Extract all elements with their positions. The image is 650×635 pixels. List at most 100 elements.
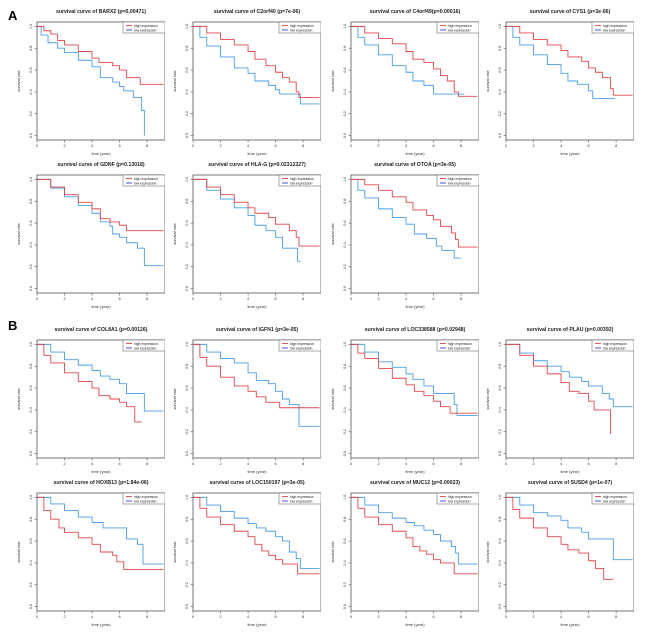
- y-tick-label: 0.0: [29, 451, 33, 456]
- x-tick-label: 2: [377, 615, 379, 619]
- x-tick-label: 8: [460, 615, 462, 619]
- legend-box: [278, 21, 321, 34]
- legend-high-label: high expression: [134, 177, 158, 181]
- x-tick-label: 6: [588, 462, 590, 466]
- x-tick-label: 8: [302, 144, 304, 148]
- x-axis-label: time (year): [247, 304, 267, 309]
- legend-high-label: high expression: [603, 342, 627, 346]
- y-tick-label: 0.0: [29, 286, 33, 291]
- chart-title: survival curve of C4orf49(p=0.00016): [370, 9, 461, 15]
- legend-high-label: high expression: [448, 342, 472, 346]
- y-tick-label: 0.8: [29, 46, 33, 51]
- x-tick-label: 8: [615, 615, 617, 619]
- plot-frame: [192, 339, 321, 459]
- y-tick-label: 1.0: [29, 177, 33, 182]
- y-tick-label: 0.6: [29, 538, 33, 543]
- y-tick-label: 0.8: [185, 199, 189, 204]
- x-tick-label: 6: [119, 297, 121, 301]
- x-tick-label: 0: [350, 144, 352, 148]
- x-tick-label: 2: [532, 615, 534, 619]
- survival-panel: survival curve of MUC12 (p=0.00023) 0.0 0.…: [321, 473, 479, 630]
- chart-title: survival curve of HOXB13 (p=1.84e-06): [53, 480, 148, 486]
- x-tick-label: 0: [350, 297, 352, 301]
- y-tick-label: 0.6: [498, 385, 502, 390]
- figure-label-a: A: [8, 8, 18, 23]
- y-tick-label: 0.4: [29, 407, 33, 412]
- survival-panel: survival curve of PLAU (p=0.00392) 0.0 0.2…: [476, 320, 634, 477]
- high-expression-curve: [506, 496, 614, 580]
- legend-box: [436, 21, 479, 34]
- x-tick-label: 2: [532, 462, 534, 466]
- survival-chart: survival curve of OTOA (p=3e-05) 0.0 0.2 0.…: [330, 162, 479, 309]
- x-axis-label: time (year): [91, 151, 111, 156]
- survival-chart: survival curve of LOC338588 (p=0.02948) 0…: [330, 327, 479, 474]
- chart-title: survival curve of IGFN1 (p=3e-05): [216, 327, 299, 333]
- legend-box: [436, 492, 479, 505]
- survival-chart: survival curve of GDNF (p=0.13018) 0.0 0.2…: [16, 162, 165, 309]
- y-tick-label: 0.8: [29, 517, 33, 522]
- y-tick-label: 1.0: [498, 342, 502, 347]
- x-tick-label: 8: [460, 144, 462, 148]
- low-expression-curve: [506, 496, 633, 561]
- x-axis-label: time (year): [91, 304, 111, 309]
- x-tick-label: 6: [433, 144, 435, 148]
- x-tick-label: 0: [36, 297, 38, 301]
- y-tick-label: 0.2: [185, 264, 189, 269]
- y-axis-label: survival rate: [16, 69, 21, 91]
- plot-frame: [192, 21, 321, 141]
- high-expression-curve: [506, 25, 633, 96]
- x-tick-label: 4: [560, 615, 562, 619]
- y-axis-label: survival rate: [330, 69, 335, 91]
- x-tick-label: 0: [350, 615, 352, 619]
- legend-high-label: high expression: [290, 342, 314, 346]
- survival-panel: survival curve of CYS1 (p=3e-06) 0.0 0.2 0.…: [476, 2, 634, 159]
- survival-chart: survival curve of HLA-G (p=0.02312327) 0.…: [172, 162, 321, 309]
- low-expression-curve: [37, 178, 164, 267]
- x-tick-label: 4: [91, 462, 93, 466]
- x-tick-label: 2: [219, 462, 221, 466]
- y-tick-label: 0.4: [498, 89, 502, 94]
- high-expression-curve: [37, 343, 142, 423]
- legend-low-label: low expression: [448, 499, 471, 503]
- x-tick-label: 4: [91, 144, 93, 148]
- x-axis-label: time (year): [91, 469, 111, 474]
- x-tick-label: 0: [505, 462, 507, 466]
- y-axis-label: survival rate: [16, 540, 21, 562]
- plot-frame: [350, 339, 479, 459]
- figure-label-b: B: [8, 318, 18, 333]
- chart-title: survival curve of SUSD4 (p=1e-07): [528, 480, 613, 486]
- survival-chart: survival curve of IGFN1 (p=3e-05) 0.0 0.2 0…: [172, 327, 321, 474]
- y-tick-label: 0.4: [185, 89, 189, 94]
- y-axis-label: survival rate: [330, 222, 335, 244]
- y-tick-label: 1.0: [498, 495, 502, 500]
- y-tick-label: 0.8: [343, 517, 347, 522]
- x-tick-label: 4: [247, 615, 249, 619]
- x-tick-label: 8: [302, 297, 304, 301]
- x-tick-label: 8: [615, 144, 617, 148]
- x-tick-label: 6: [119, 615, 121, 619]
- y-tick-label: 0.6: [185, 385, 189, 390]
- chart-title: survival curve of PLAU (p=0.00392): [527, 327, 614, 333]
- low-expression-curve: [506, 25, 615, 99]
- legend-low-label: low expression: [134, 499, 157, 503]
- y-tick-label: 0.0: [185, 133, 189, 138]
- x-tick-label: 2: [219, 615, 221, 619]
- x-tick-label: 6: [433, 297, 435, 301]
- y-tick-label: 0.0: [498, 451, 502, 456]
- legend-high-label: high expression: [134, 24, 158, 28]
- legend-high-label: high expression: [603, 24, 627, 28]
- low-expression-curve: [37, 25, 145, 136]
- x-tick-label: 0: [192, 297, 194, 301]
- x-tick-label: 8: [146, 144, 148, 148]
- x-axis-label: time (year): [247, 151, 267, 156]
- y-tick-label: 0.0: [343, 604, 347, 609]
- legend-low-label: low expression: [448, 28, 471, 32]
- x-tick-label: 4: [91, 615, 93, 619]
- survival-panel: survival curve of GDNF (p=0.13018) 0.0 0.2…: [7, 155, 165, 312]
- chart-title: survival curve of LOC150197 (p=3e-05): [209, 480, 305, 486]
- x-tick-label: 8: [146, 462, 148, 466]
- y-tick-label: 1.0: [343, 177, 347, 182]
- legend-low-label: low expression: [290, 499, 313, 503]
- y-tick-label: 0.0: [185, 451, 189, 456]
- legend-high-label: high expression: [290, 495, 314, 499]
